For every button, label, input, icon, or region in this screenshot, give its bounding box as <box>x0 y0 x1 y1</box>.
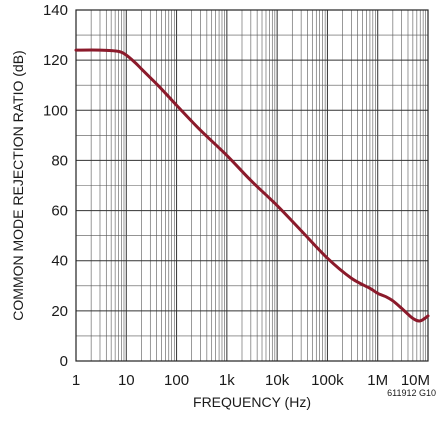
y-tick-label: 40 <box>51 253 68 270</box>
plot-frame <box>75 9 429 362</box>
y-axis-label: COMMON MODE REJECTION RATIO (dB) <box>10 50 26 320</box>
x-tick-label: 100k <box>311 372 344 389</box>
y-tick-label: 20 <box>51 303 68 320</box>
x-tick-label: 10 <box>118 372 135 389</box>
x-tick-label: 10M <box>401 372 430 389</box>
x-tick-labels: 1 10 100 1k 10k 100k 1M 10M <box>72 372 430 389</box>
y-tick-label: 0 <box>60 353 68 370</box>
x-tick-label: 1M <box>367 372 388 389</box>
y-tick-label: 80 <box>51 152 68 169</box>
y-tick-label: 120 <box>43 52 68 69</box>
cmrr-curve <box>74 48 430 323</box>
x-axis-label: FREQUENCY (Hz) <box>193 394 311 410</box>
y-tick-label: 100 <box>43 102 68 119</box>
x-tick-label: 10k <box>265 372 290 389</box>
y-tick-labels: 0 20 40 60 80 100 120 140 <box>43 2 68 370</box>
y-tick-label: 140 <box>43 2 68 19</box>
y-tick-label: 60 <box>51 203 68 220</box>
grid <box>75 9 428 362</box>
x-tick-label: 100 <box>164 372 189 389</box>
figure-footnote: 611912 G10 <box>387 388 436 398</box>
x-tick-label: 1k <box>219 372 235 389</box>
x-tick-label: 1 <box>72 372 80 389</box>
